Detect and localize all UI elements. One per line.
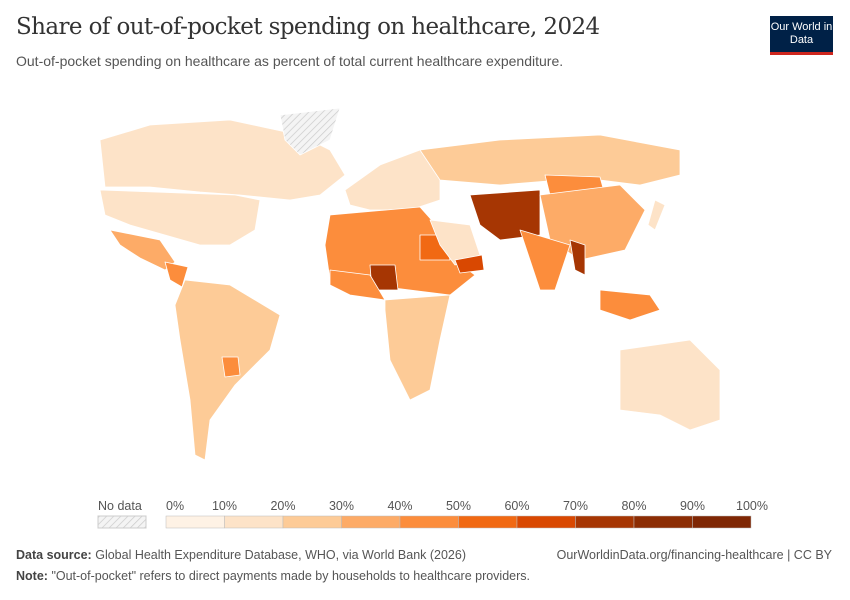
legend-tick-label: 70% <box>563 499 588 513</box>
note: Note: "Out-of-pocket" refers to direct p… <box>16 569 530 583</box>
legend-bin[interactable] <box>399 515 459 529</box>
no-data-label: No data <box>98 499 142 513</box>
legend-bin[interactable] <box>692 515 752 529</box>
country-central-southern-africa[interactable]: Central & Southern Africa <box>384 294 451 401</box>
chart-title: Share of out-of-pocket spending on healt… <box>16 14 600 40</box>
country-myanmar[interactable]: Myanmar <box>569 239 586 276</box>
legend-tick-label: 90% <box>680 499 705 513</box>
source-link[interactable]: OurWorldinData.org/financing-healthcare … <box>556 548 832 562</box>
legend-tick-label: 50% <box>446 499 471 513</box>
legend-bin[interactable] <box>282 515 342 529</box>
country-west-africa[interactable]: West Africa <box>329 269 386 301</box>
legend-bin[interactable] <box>575 515 635 529</box>
country-canada[interactable]: Canada <box>99 119 346 201</box>
chart-subtitle: Out-of-pocket spending on healthcare as … <box>16 53 564 69</box>
world-map: CanadaUnited States Greenland Mexico Centra… <box>99 107 721 461</box>
country-southeast-asia[interactable]: Southeast Asia <box>599 289 661 321</box>
country-russia[interactable]: Russia <box>419 134 681 186</box>
country-europe[interactable]: Europe <box>344 149 441 211</box>
legend-bin[interactable] <box>458 515 518 529</box>
legend-tick-label: 20% <box>270 499 295 513</box>
country-paraguay[interactable]: Paraguay <box>221 356 241 378</box>
country-japan[interactable]: Japan <box>647 199 666 231</box>
legend-tick-label: 100% <box>736 499 768 513</box>
legend-tick-label: 60% <box>504 499 529 513</box>
legend-tick-label: 30% <box>329 499 354 513</box>
legend-bin[interactable] <box>516 515 576 529</box>
country-iran-afghanistan[interactable]: Iran & Afghanistan <box>469 189 541 241</box>
legend-bin[interactable] <box>633 515 693 529</box>
country-india[interactable]: India <box>519 229 571 291</box>
legend-tick-label: 0% <box>166 499 184 513</box>
legend-tick-label: 80% <box>621 499 646 513</box>
legend-tick-label: 40% <box>387 499 412 513</box>
legend-bin[interactable] <box>224 515 284 529</box>
country-greenland[interactable]: Greenland <box>279 107 341 156</box>
legend-tick-label: 10% <box>212 499 237 513</box>
no-data-swatch <box>97 515 147 529</box>
owid-logo[interactable]: Our World in Data <box>770 16 833 55</box>
country-mexico[interactable]: Mexico <box>109 229 176 271</box>
legend-bin[interactable] <box>341 515 401 529</box>
data-source: Data source: Global Health Expenditure D… <box>16 548 467 562</box>
legend-bin[interactable] <box>165 515 225 529</box>
country-australia[interactable]: Australia <box>619 339 721 431</box>
map-legend: No data 0% 10% 20% 30% 40% 50% 60% 70% 80% 90% 100… <box>97 499 768 529</box>
country-united-states[interactable]: United States <box>99 189 261 246</box>
country-yemen[interactable]: Yemen <box>454 254 485 274</box>
